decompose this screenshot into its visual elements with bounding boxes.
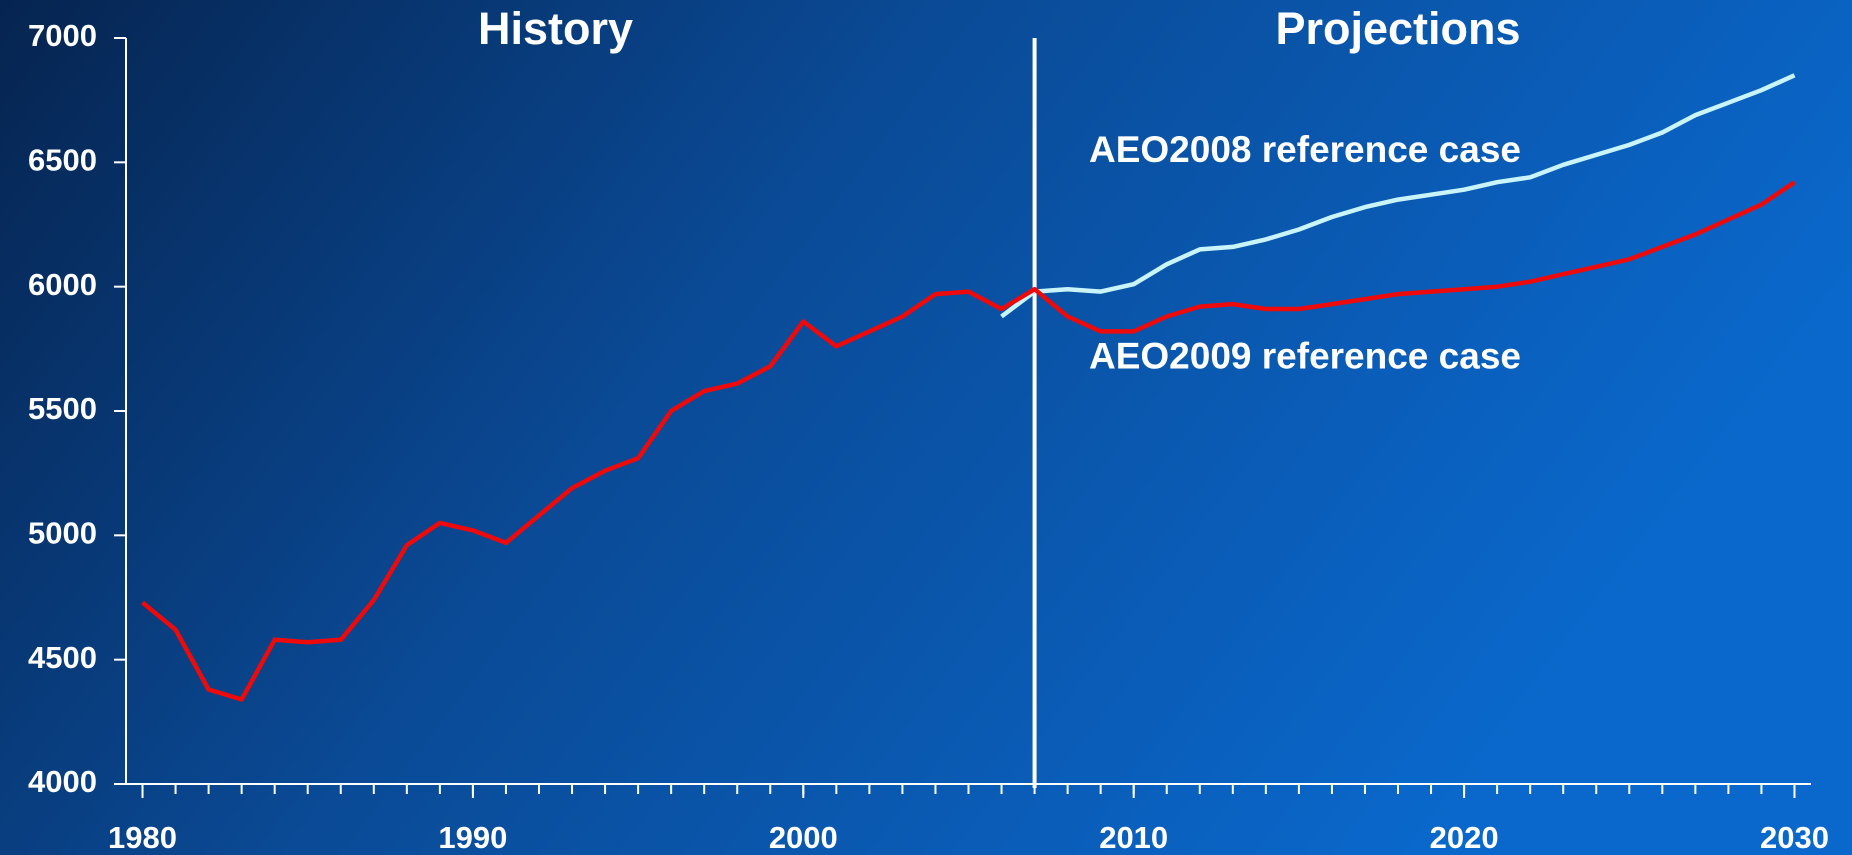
- x-tick-label: 1990: [438, 820, 507, 855]
- section-label: Projections: [1275, 3, 1520, 54]
- x-tick-label: 2030: [1760, 820, 1829, 855]
- series-line: [1000, 73, 1796, 319]
- y-tick-label: 6000: [28, 267, 97, 302]
- y-tick-label: 7000: [28, 18, 97, 53]
- series-label: AEO2008 reference case: [1089, 129, 1521, 170]
- section-label: History: [478, 3, 633, 54]
- y-tick-label: 5500: [28, 391, 97, 426]
- y-tick-label: 4000: [28, 764, 97, 799]
- x-tick-label: 2000: [769, 820, 838, 855]
- y-tick-label: 6500: [28, 143, 97, 178]
- y-tick-label: 5000: [28, 516, 97, 551]
- plot-area: 4000 4500 5000 5500 6000 6500 7000 1980 1990 2000…: [28, 3, 1829, 855]
- x-tick-label: 2010: [1099, 820, 1168, 855]
- y-tick-label: 4500: [28, 640, 97, 675]
- series-line: [141, 180, 1796, 702]
- x-tick-label: 1980: [108, 820, 177, 855]
- x-tick-label: 2020: [1430, 820, 1499, 855]
- series-label: AEO2009 reference case: [1089, 336, 1521, 377]
